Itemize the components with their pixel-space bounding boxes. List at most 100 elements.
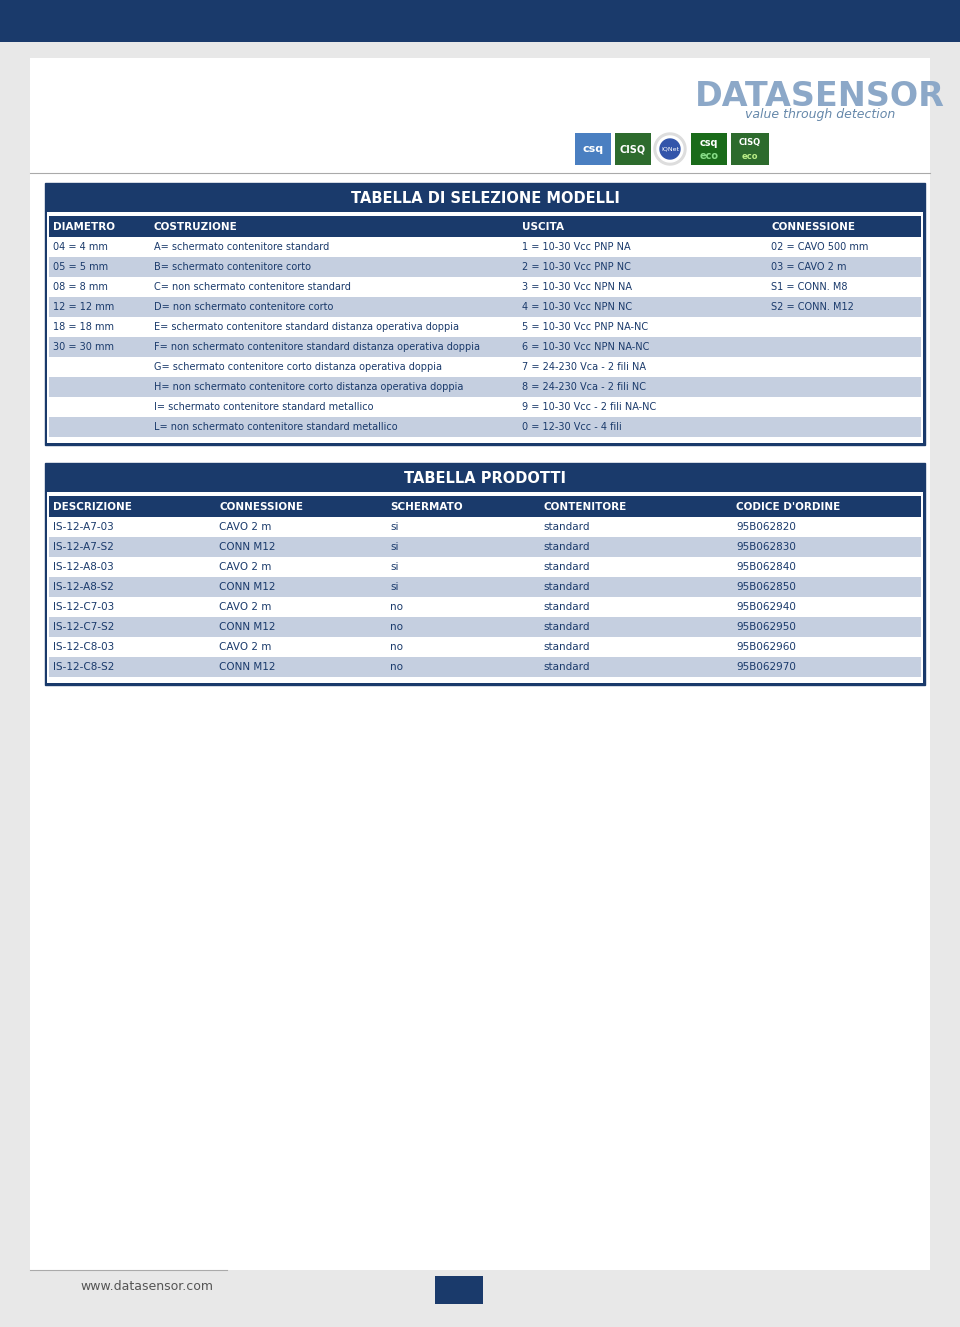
Text: 95B062850: 95B062850	[736, 583, 796, 592]
Text: CISQ: CISQ	[620, 145, 646, 154]
Text: 8 = 24-230 Vca - 2 fili NC: 8 = 24-230 Vca - 2 fili NC	[521, 382, 646, 391]
Text: IS-12-C8-S2: IS-12-C8-S2	[53, 662, 114, 671]
Polygon shape	[725, 0, 835, 31]
Text: si: si	[391, 583, 398, 592]
Text: CONN M12: CONN M12	[220, 662, 276, 671]
Text: L= non schermato contenitore standard metallico: L= non schermato contenitore standard me…	[154, 422, 397, 433]
Text: CONN M12: CONN M12	[220, 541, 276, 552]
Text: standard: standard	[543, 662, 590, 671]
Text: 5 = 10-30 Vcc PNP NA-NC: 5 = 10-30 Vcc PNP NA-NC	[521, 322, 648, 332]
Polygon shape	[654, 133, 686, 165]
Text: 3 = 10-30 Vcc NPN NA: 3 = 10-30 Vcc NPN NA	[521, 283, 632, 292]
Text: 95B062950: 95B062950	[736, 622, 796, 632]
Text: C= non schermato contenitore standard: C= non schermato contenitore standard	[154, 283, 350, 292]
Bar	[615, 133, 651, 165]
Text: 95B062820: 95B062820	[736, 522, 796, 532]
Bar	[45, 183, 925, 445]
Text: value through detection: value through detection	[745, 107, 895, 121]
Text: standard: standard	[543, 602, 590, 612]
Text: standard: standard	[543, 583, 590, 592]
Bar	[47, 464, 923, 683]
Text: 18 = 18 mm: 18 = 18 mm	[53, 322, 114, 332]
Text: 4 = 10-30 Vcc NPN NC: 4 = 10-30 Vcc NPN NC	[521, 303, 632, 312]
Text: IS-12-A8-03: IS-12-A8-03	[53, 563, 113, 572]
Text: S2 = CONN. M12: S2 = CONN. M12	[771, 303, 854, 312]
Text: csq: csq	[700, 138, 718, 147]
Bar	[0, 0, 960, 42]
Bar	[691, 133, 727, 165]
Text: si: si	[391, 541, 398, 552]
Text: 95B062960: 95B062960	[736, 642, 796, 652]
Polygon shape	[657, 135, 683, 162]
Text: 6 = 10-30 Vcc NPN NA-NC: 6 = 10-30 Vcc NPN NA-NC	[521, 342, 649, 352]
Text: H= non schermato contenitore corto distanza operativa doppia: H= non schermato contenitore corto dista…	[154, 382, 463, 391]
Text: E= schermato contenitore standard distanza operativa doppia: E= schermato contenitore standard distan…	[154, 322, 459, 332]
Text: no: no	[391, 662, 403, 671]
Bar	[49, 297, 921, 317]
Text: DATASENSOR: DATASENSOR	[695, 80, 945, 113]
Text: si: si	[391, 563, 398, 572]
Text: si: si	[391, 522, 398, 532]
Text: 95B062840: 95B062840	[736, 563, 796, 572]
Text: COSTRUZIONE: COSTRUZIONE	[154, 222, 237, 231]
Text: G= schermato contenitore corto distanza operativa doppia: G= schermato contenitore corto distanza …	[154, 362, 442, 372]
Bar	[49, 337, 921, 357]
Text: 9 = 10-30 Vcc - 2 fili NA-NC: 9 = 10-30 Vcc - 2 fili NA-NC	[521, 402, 656, 411]
Text: standard: standard	[543, 563, 590, 572]
Text: 7 = 24-230 Vca - 2 fili NA: 7 = 24-230 Vca - 2 fili NA	[521, 362, 646, 372]
Text: 95B062970: 95B062970	[736, 662, 796, 671]
Text: CONN M12: CONN M12	[220, 583, 276, 592]
Text: B= schermato contenitore corto: B= schermato contenitore corto	[154, 261, 311, 272]
Text: 08 = 8 mm: 08 = 8 mm	[53, 283, 108, 292]
Bar	[49, 617, 921, 637]
Text: 95B062830: 95B062830	[736, 541, 796, 552]
Text: TABELLA DI SELEZIONE MODELLI: TABELLA DI SELEZIONE MODELLI	[350, 191, 619, 206]
Text: IS-12-C7-S2: IS-12-C7-S2	[53, 622, 114, 632]
Text: CAVO 2 m: CAVO 2 m	[220, 602, 272, 612]
Bar	[47, 184, 923, 443]
Bar	[49, 417, 921, 437]
Text: I= schermato contenitore standard metallico: I= schermato contenitore standard metall…	[154, 402, 373, 411]
Text: CAVO 2 m: CAVO 2 m	[220, 563, 272, 572]
Text: 95B062940: 95B062940	[736, 602, 796, 612]
Text: CONNESSIONE: CONNESSIONE	[220, 502, 303, 511]
Text: csq: csq	[583, 145, 604, 154]
Text: CISQ: CISQ	[739, 138, 761, 147]
Text: A= schermato contenitore standard: A= schermato contenitore standard	[154, 242, 329, 252]
Text: CODICE D'ORDINE: CODICE D'ORDINE	[736, 502, 841, 511]
Bar	[49, 257, 921, 277]
Text: standard: standard	[543, 622, 590, 632]
Text: no: no	[391, 642, 403, 652]
Bar	[45, 463, 925, 685]
Text: 30 = 30 mm: 30 = 30 mm	[53, 342, 114, 352]
Text: www.datasensor.com: www.datasensor.com	[80, 1279, 213, 1292]
Text: CONN M12: CONN M12	[220, 622, 276, 632]
Text: F= non schermato contenitore standard distanza operativa doppia: F= non schermato contenitore standard di…	[154, 342, 480, 352]
Text: USCITA: USCITA	[521, 222, 564, 231]
Text: CAVO 2 m: CAVO 2 m	[220, 522, 272, 532]
Text: 2 = 10-30 Vcc PNP NC: 2 = 10-30 Vcc PNP NC	[521, 261, 631, 272]
Text: no: no	[391, 622, 403, 632]
Text: 0 = 12-30 Vcc - 4 fili: 0 = 12-30 Vcc - 4 fili	[521, 422, 621, 433]
Text: standard: standard	[543, 642, 590, 652]
Text: 12 = 12 mm: 12 = 12 mm	[53, 303, 114, 312]
Bar	[47, 464, 923, 492]
Text: standard: standard	[543, 522, 590, 532]
Text: CONNESSIONE: CONNESSIONE	[771, 222, 855, 231]
Text: IS-12-A7-S2: IS-12-A7-S2	[53, 541, 114, 552]
Text: IS-12-C8-03: IS-12-C8-03	[53, 642, 114, 652]
Text: standard: standard	[543, 541, 590, 552]
Text: 04 = 4 mm: 04 = 4 mm	[53, 242, 108, 252]
Bar	[435, 1277, 483, 1304]
Text: SCHERMATO: SCHERMATO	[391, 502, 463, 511]
Text: eco: eco	[742, 151, 758, 161]
Text: S1 = CONN. M8: S1 = CONN. M8	[771, 283, 848, 292]
Polygon shape	[660, 139, 680, 159]
Bar	[49, 577, 921, 597]
Text: IS-12-A8-S2: IS-12-A8-S2	[53, 583, 114, 592]
Bar	[49, 657, 921, 677]
Text: 02 = CAVO 500 mm: 02 = CAVO 500 mm	[771, 242, 869, 252]
Text: D= non schermato contenitore corto: D= non schermato contenitore corto	[154, 303, 333, 312]
Bar	[575, 133, 611, 165]
Text: IS-12-A7-03: IS-12-A7-03	[53, 522, 113, 532]
